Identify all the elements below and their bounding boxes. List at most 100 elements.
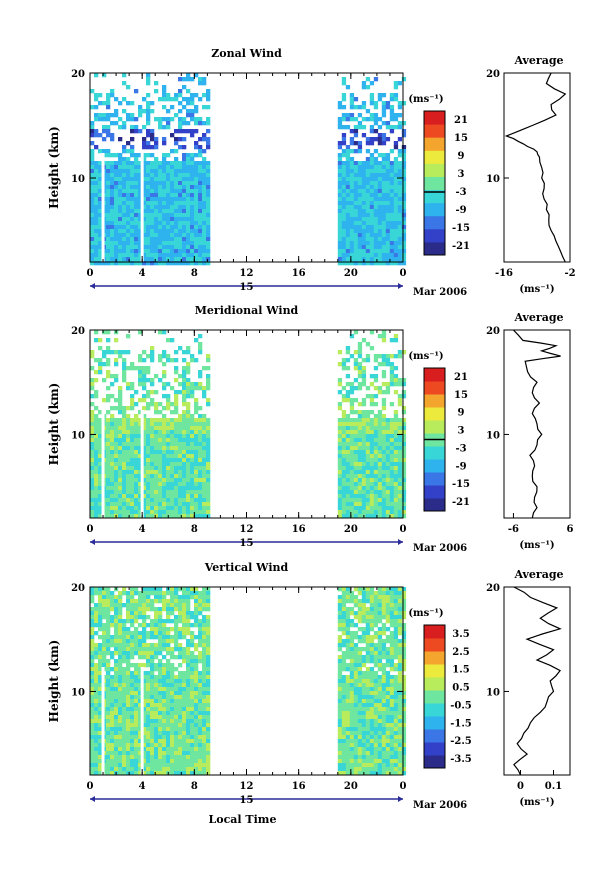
heatmap-cell [393, 438, 399, 443]
heatmap-cell [194, 93, 199, 98]
heatmap-cell [158, 743, 163, 748]
heatmap-cell [142, 418, 147, 423]
heatmap-cell [194, 462, 199, 467]
heatmap-cell [357, 434, 363, 439]
heatmap-cell [190, 129, 195, 134]
heatmap-cell [198, 382, 203, 387]
heatmap-cell [106, 233, 111, 238]
heatmap-cell [198, 173, 203, 178]
heatmap-cell [361, 414, 367, 419]
heatmap-cell [146, 771, 151, 776]
heatmap-cell [393, 245, 399, 250]
heatmap-cell [198, 679, 203, 684]
heatmap-cell [150, 205, 155, 210]
heatmap-cell [118, 474, 123, 479]
heatmap-cell [369, 241, 375, 246]
heatmap-cell [385, 619, 391, 624]
heatmap-cell [393, 141, 399, 146]
heatmap-cell [114, 422, 119, 427]
heatmap-cell [186, 422, 191, 427]
heatmap-cell [373, 603, 379, 608]
heatmap-cell [174, 350, 179, 355]
heatmap-cell [341, 221, 347, 226]
heatmap-cell [154, 422, 159, 427]
heatmap-cell [166, 165, 171, 170]
heatmap-cell [385, 237, 391, 242]
heatmap-cell [98, 161, 103, 166]
heatmap-cell [94, 185, 99, 190]
heatmap-cell [154, 506, 159, 511]
heatmap-cell [365, 161, 371, 166]
heatmap-cell [389, 209, 395, 214]
heatmap-cell [381, 418, 387, 423]
heatmap-cell [182, 201, 187, 206]
heatmap-cell [110, 755, 115, 760]
heatmap-cell [134, 651, 139, 656]
heatmap-cell [381, 454, 387, 459]
heatmap-cell [110, 181, 115, 186]
heatmap-cell [178, 603, 183, 608]
heatmap-cell [130, 587, 135, 592]
heatmap-cell [389, 193, 395, 198]
heatmap-cell [90, 727, 95, 732]
heatmap-cell [198, 430, 203, 435]
heatmap-cell [102, 398, 107, 403]
heatmap-cell [142, 229, 147, 234]
heatmap-cell [345, 205, 351, 210]
heatmap-cell [162, 759, 167, 764]
heatmap-cell [361, 418, 367, 423]
heatmap-cell [345, 350, 351, 355]
date-label: Mar 2006 [413, 543, 467, 554]
heatmap-cell [381, 157, 387, 162]
heatmap-cell [389, 149, 395, 154]
heatmap-cell [130, 699, 135, 704]
heatmap-cell [142, 185, 147, 190]
heatmap-cell [385, 595, 391, 600]
heatmap-cell [114, 217, 119, 222]
heatmap-cell [194, 591, 199, 596]
heatmap-cell [114, 482, 119, 487]
heatmap-cell [158, 189, 163, 194]
heatmap-cell [385, 225, 391, 230]
heatmap-cell [98, 743, 103, 748]
heatmap-cell [142, 703, 147, 708]
heatmap-cell [174, 466, 179, 471]
heatmap-cell [170, 695, 175, 700]
heatmap-cell [162, 671, 167, 676]
heatmap-cell [393, 623, 399, 628]
heatmap-cell [349, 261, 355, 266]
heatmap-cell [134, 402, 139, 407]
heatmap-cell [389, 402, 395, 407]
heatmap-cell [202, 474, 207, 479]
heatmap-cell [170, 161, 175, 166]
heatmap-cell [130, 506, 135, 511]
heatmap-cell [369, 410, 375, 415]
colorbar-swatch [424, 241, 445, 256]
heatmap-cell [361, 261, 367, 266]
heatmap-cell [194, 619, 199, 624]
heatmap-cell [202, 470, 207, 475]
heatmap-cell [361, 209, 367, 214]
heatmap-cell [397, 506, 403, 511]
heatmap-cell [349, 169, 355, 174]
heatmap-cell [174, 221, 179, 226]
heatmap-cell [345, 366, 351, 371]
heatmap-cell [142, 466, 147, 471]
heatmap-cell [150, 659, 155, 664]
heatmap-cell [94, 675, 99, 680]
heatmap-cell [154, 474, 159, 479]
heatmap-cell [150, 169, 155, 174]
heatmap-cell [138, 735, 143, 740]
heatmap-cell [381, 647, 387, 652]
heatmap-cell [122, 350, 127, 355]
heatmap-cell [138, 169, 143, 174]
heatmap-cell [377, 221, 383, 226]
heatmap-cell [202, 173, 207, 178]
heatmap-cell [162, 229, 167, 234]
heatmap-cell [118, 169, 123, 174]
heatmap-cell [389, 631, 395, 636]
heatmap-cell [182, 739, 187, 744]
heatmap-cell [154, 454, 159, 459]
heatmap-cell [385, 201, 391, 206]
heatmap-cell [365, 591, 371, 596]
